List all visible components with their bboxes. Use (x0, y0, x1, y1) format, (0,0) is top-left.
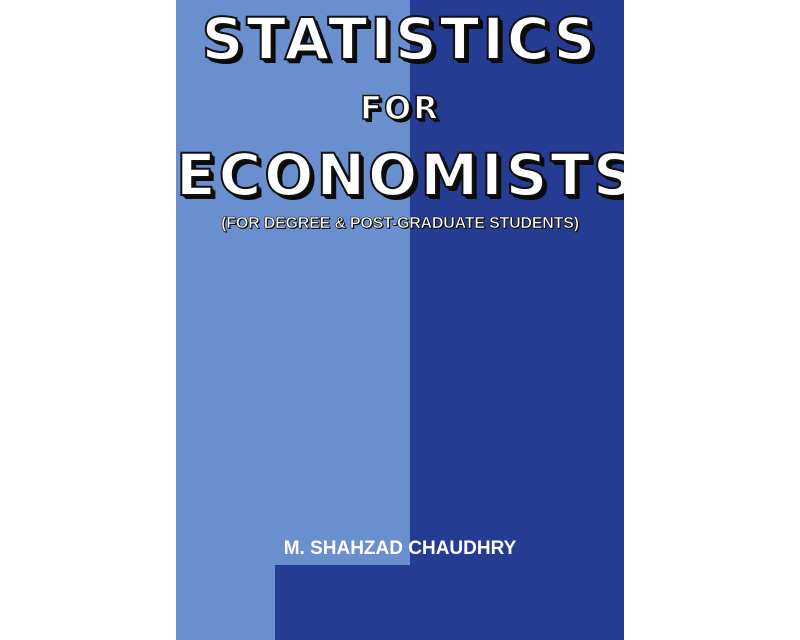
author-name: M. SHAHZAD CHAUDHRY (283, 538, 517, 559)
book-cover: STATISTICS FOR ECONOMISTS (FOR DEGREE & … (176, 0, 624, 640)
cover-light-panel (176, 0, 410, 640)
title-economists: ECONOMISTS (176, 140, 624, 210)
cover-bottom-bar (275, 565, 624, 640)
cover-subtitle: (FOR DEGREE & POST-GRADUATE STUDENTS) (221, 215, 579, 233)
cover-dark-panel (410, 0, 624, 640)
title-for: FOR (359, 88, 440, 128)
title-statistics: STATISTICS (201, 4, 599, 74)
